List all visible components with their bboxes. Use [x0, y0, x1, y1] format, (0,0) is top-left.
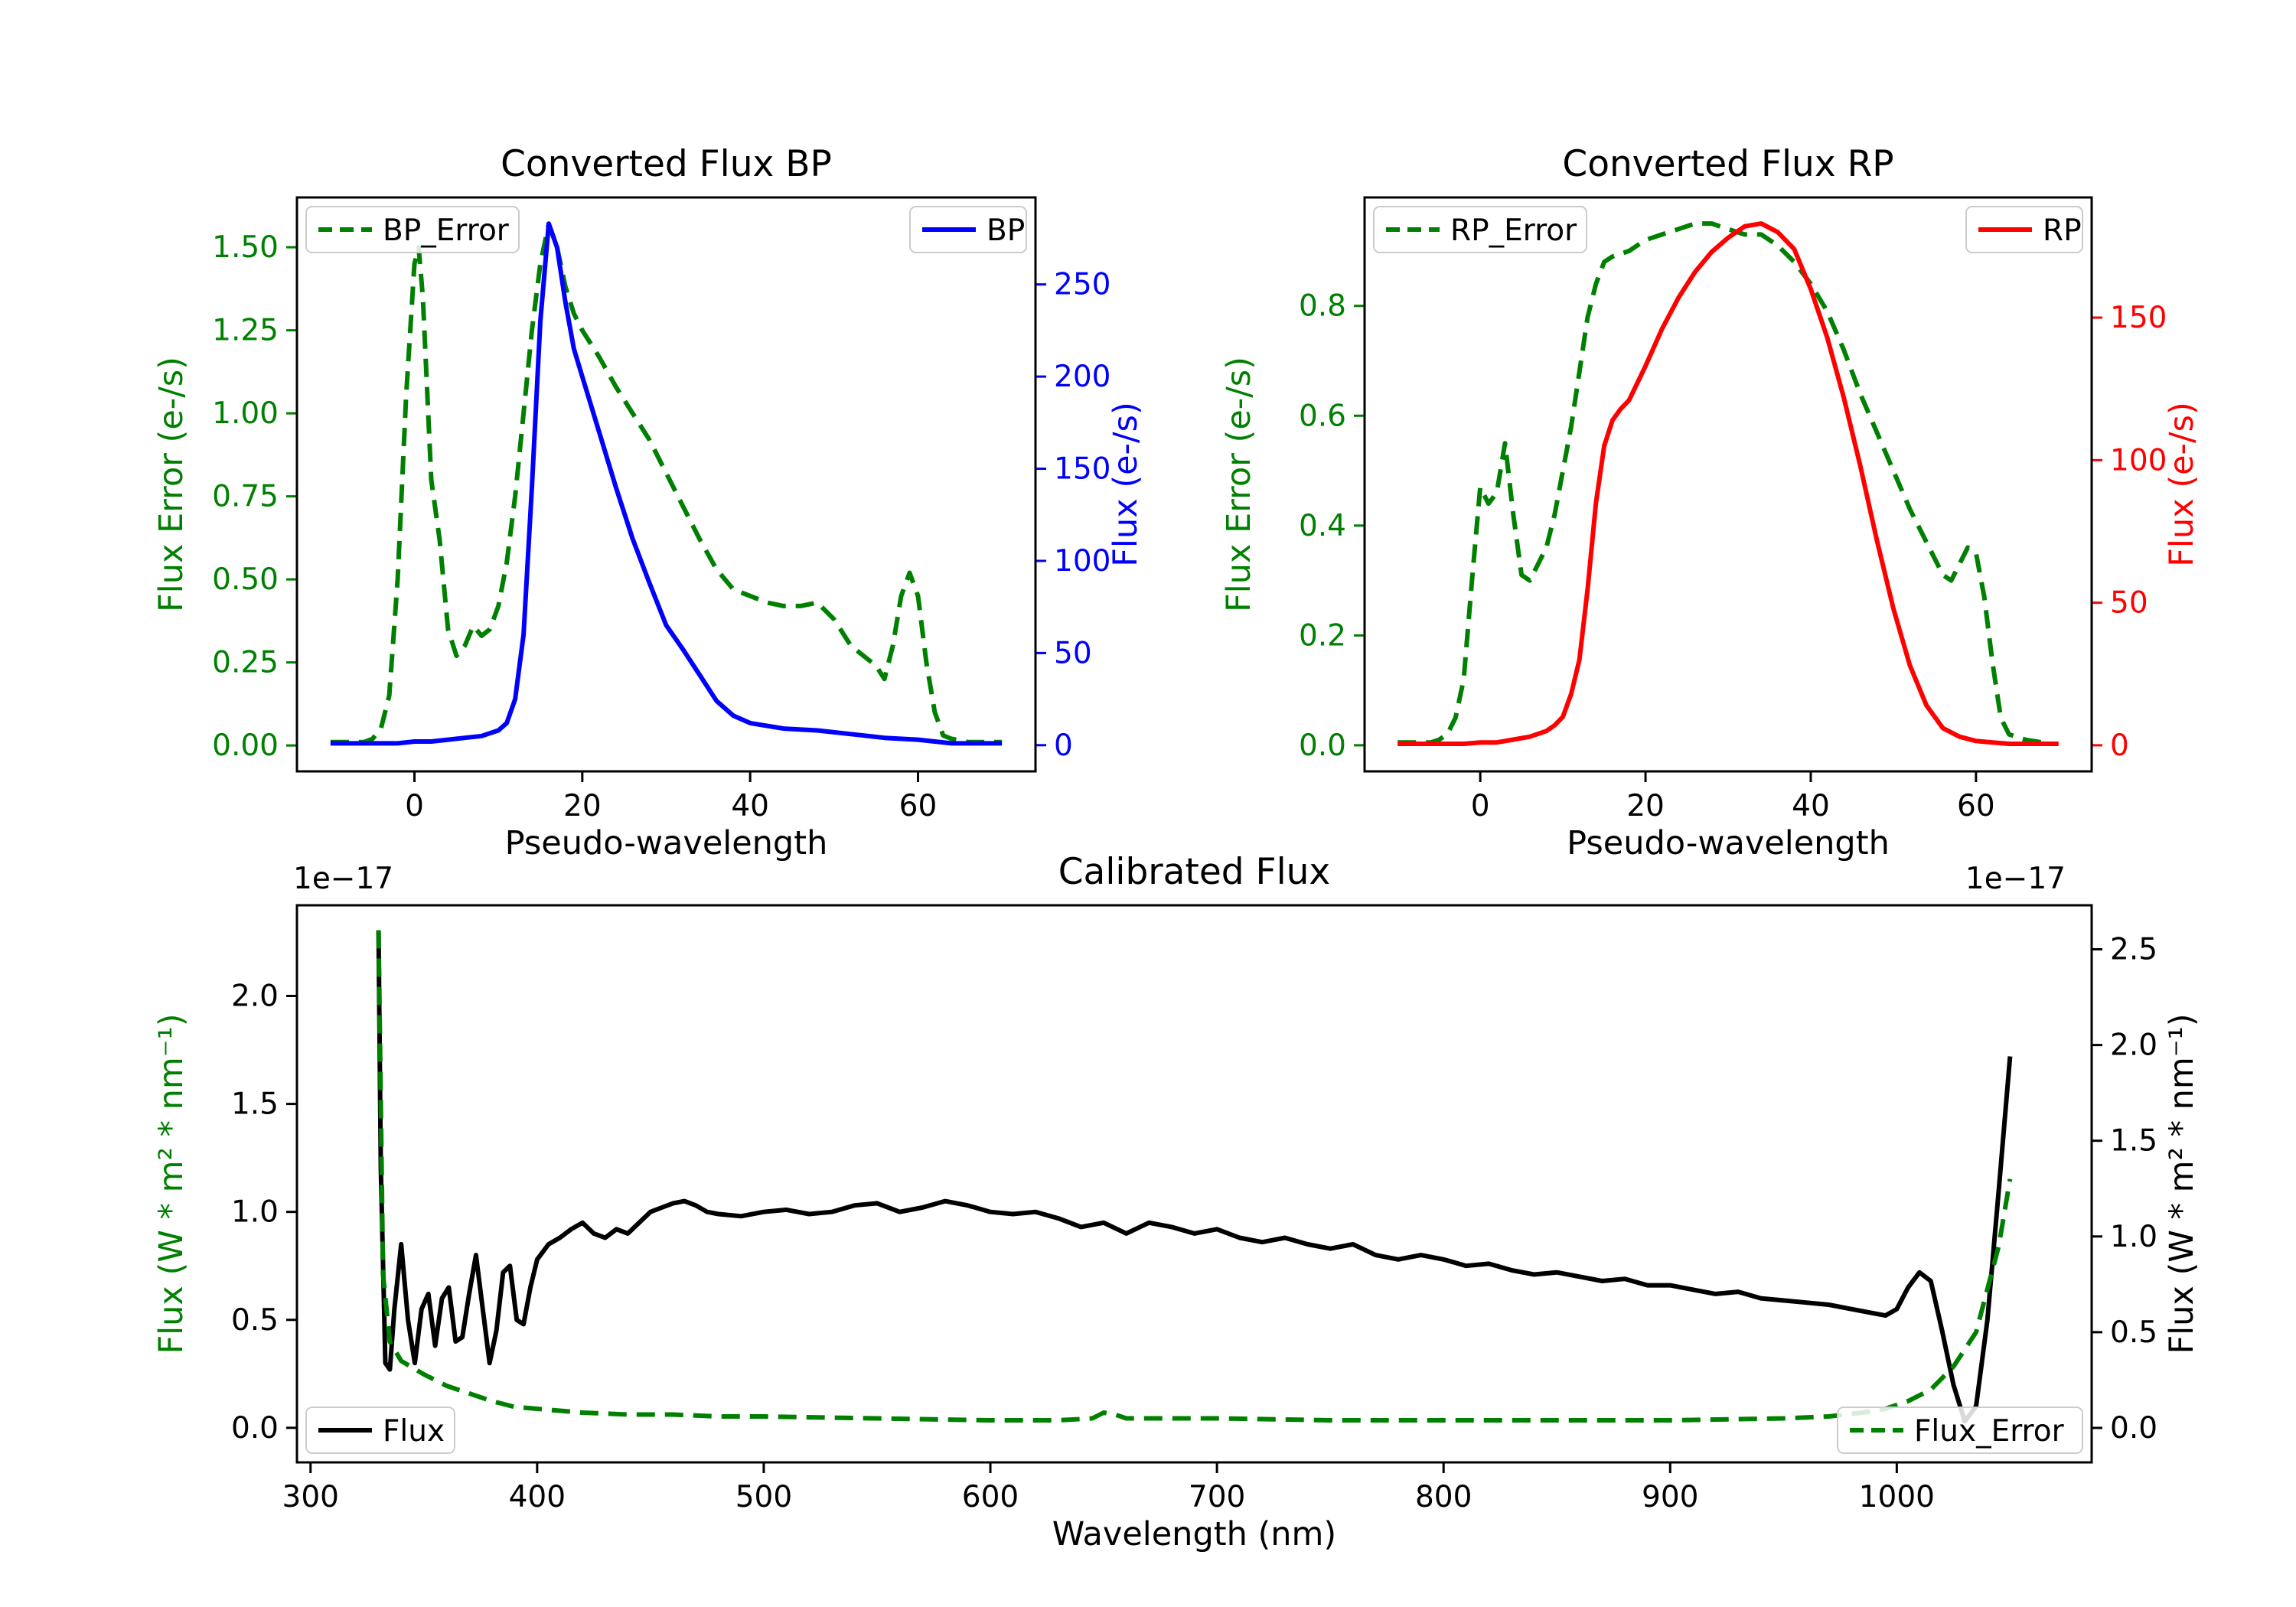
- right-y-axis-label: Flux (e-/s): [1107, 402, 1145, 566]
- left-y-tick-label: 0.4: [1299, 509, 1346, 543]
- legend-Flux: Flux: [305, 1407, 455, 1454]
- right-y-tick-label: 1.5: [2110, 1124, 2157, 1159]
- legend-label: Flux_Error: [1914, 1414, 2065, 1449]
- left-y-tick-label: 0.0: [1299, 729, 1346, 763]
- left-y-tick-label: 2.0: [231, 980, 279, 1014]
- left-y-tick-label: 0.5: [231, 1303, 279, 1338]
- legend-BP_Error: BP_Error: [305, 206, 520, 253]
- right-y-tick-label: 0.0: [2110, 1411, 2157, 1446]
- legend-BP: BP: [909, 206, 1027, 253]
- x-tick-label: 40: [731, 789, 769, 823]
- left-y-tick-label: 0.2: [1299, 618, 1346, 653]
- legend-label: RP_Error: [1450, 214, 1577, 248]
- legend-label: Flux: [383, 1414, 445, 1449]
- right-y-axis-label: Flux (e-/s): [2163, 402, 2201, 566]
- series-line-Flux_Error: [376, 930, 2013, 1423]
- right-y-tick-label: 250: [1054, 268, 1110, 302]
- series-group: [330, 221, 1003, 746]
- legend-Flux_Error: Flux_Error: [1837, 1407, 2083, 1454]
- left-y-tick-label: 0.0: [231, 1411, 279, 1446]
- legend-box: [305, 206, 520, 253]
- legend-label: BP: [987, 214, 1025, 248]
- chart-title: Calibrated Flux: [1058, 851, 1331, 893]
- x-tick-label: 20: [1626, 789, 1665, 823]
- left-offset-text: 1e−17: [293, 862, 393, 896]
- left-y-axis-label: Flux Error (e-/s): [152, 357, 191, 612]
- left-y-tick-label: 1.00: [212, 396, 279, 431]
- plot-frame: [295, 196, 1037, 773]
- x-tick-label: 60: [899, 789, 938, 823]
- x-axis-label: Pseudo-wavelength: [505, 824, 828, 862]
- chart-title: Converted Flux BP: [501, 143, 832, 185]
- left-y-tick-label: 0.25: [212, 646, 279, 680]
- x-tick-label: 900: [1642, 1480, 1698, 1514]
- subplot-2: Calibrated Flux 300 400 500 600 700 800 900 1000…: [152, 851, 2201, 1553]
- left-y-tick-label: 0.50: [212, 562, 279, 597]
- left-y-axis-label: Flux Error (e-/s): [1220, 357, 1258, 612]
- left-y-tick-label: 0.75: [212, 480, 279, 514]
- x-tick-label: 500: [735, 1480, 792, 1514]
- right-y-tick-label: 2.5: [2110, 933, 2157, 967]
- legend-RP: RP: [1965, 206, 2083, 253]
- legend-box: [305, 1407, 455, 1454]
- right-y-axis-label: Flux (W * m² * nm⁻¹): [2163, 1014, 2201, 1354]
- right-y-tick-label: 100: [2110, 443, 2167, 478]
- x-axis-label: Pseudo-wavelength: [1567, 824, 1890, 862]
- x-tick-label: 800: [1415, 1480, 1472, 1514]
- right-y-tick-label: 0.5: [2110, 1315, 2157, 1350]
- x-tick-label: 700: [1189, 1480, 1245, 1514]
- series-line-RP: [1397, 221, 2059, 746]
- x-tick-label: 60: [1957, 789, 1995, 823]
- right-y-tick-label: 150: [1054, 452, 1110, 487]
- right-y-tick-label: 50: [1054, 636, 1092, 670]
- x-tick-label: 40: [1792, 789, 1830, 823]
- left-y-tick-label: 1.25: [212, 314, 279, 348]
- legend-box: [1837, 1407, 2083, 1454]
- subplot-0: Converted Flux BP 0 20 40 60 Pseudo-wavelengt…: [152, 143, 1145, 862]
- x-tick-label: 1000: [1859, 1480, 1935, 1514]
- x-axis-label: Wavelength (nm): [1052, 1515, 1336, 1553]
- left-y-tick-label: 0.8: [1299, 289, 1346, 324]
- left-y-axis-label: Flux (W * m² * nm⁻¹): [152, 1014, 191, 1354]
- x-tick-label: 20: [563, 789, 602, 823]
- subplot-1: Converted Flux RP 0 20 40 60 Pseudo-wavelengt…: [1220, 143, 2201, 862]
- series-line-Flux: [376, 931, 2013, 1424]
- left-y-tick-label: 1.50: [212, 230, 279, 265]
- series-line-RP_Error: [1397, 221, 2043, 745]
- chart-title: Converted Flux RP: [1562, 143, 1893, 185]
- right-y-tick-label: 2.0: [2110, 1028, 2157, 1063]
- plot-frame: [1363, 196, 2093, 773]
- x-tick-label: 600: [962, 1480, 1019, 1514]
- left-y-tick-label: 0.6: [1299, 399, 1346, 433]
- x-tick-label: 400: [509, 1480, 566, 1514]
- right-y-tick-label: 100: [1054, 544, 1110, 579]
- right-y-tick-label: 50: [2110, 586, 2148, 621]
- right-y-tick-label: 150: [2110, 301, 2167, 335]
- left-y-tick-label: 1.0: [231, 1195, 279, 1230]
- legend-label: BP_Error: [383, 214, 510, 248]
- right-y-tick-label: 0: [2110, 729, 2129, 763]
- left-y-tick-label: 1.5: [231, 1087, 279, 1122]
- series-group: [1397, 221, 2059, 746]
- legend-RP_Error: RP_Error: [1373, 206, 1587, 253]
- legend-box: [1373, 206, 1587, 253]
- series-group: [376, 930, 2013, 1424]
- right-offset-text: 1e−17: [1965, 862, 2066, 896]
- x-tick-label: 300: [282, 1480, 339, 1514]
- series-line-BP_Error: [330, 221, 1003, 745]
- legend-label: RP: [2043, 214, 2082, 248]
- plot-frame: [295, 904, 2093, 1464]
- series-line-BP: [330, 221, 1003, 746]
- x-tick-label: 0: [1471, 789, 1490, 823]
- x-tick-label: 0: [405, 789, 424, 823]
- left-y-tick-label: 0.00: [212, 729, 279, 763]
- right-y-tick-label: 0: [1054, 729, 1073, 763]
- right-y-tick-label: 1.0: [2110, 1220, 2157, 1254]
- right-y-tick-label: 200: [1054, 360, 1110, 394]
